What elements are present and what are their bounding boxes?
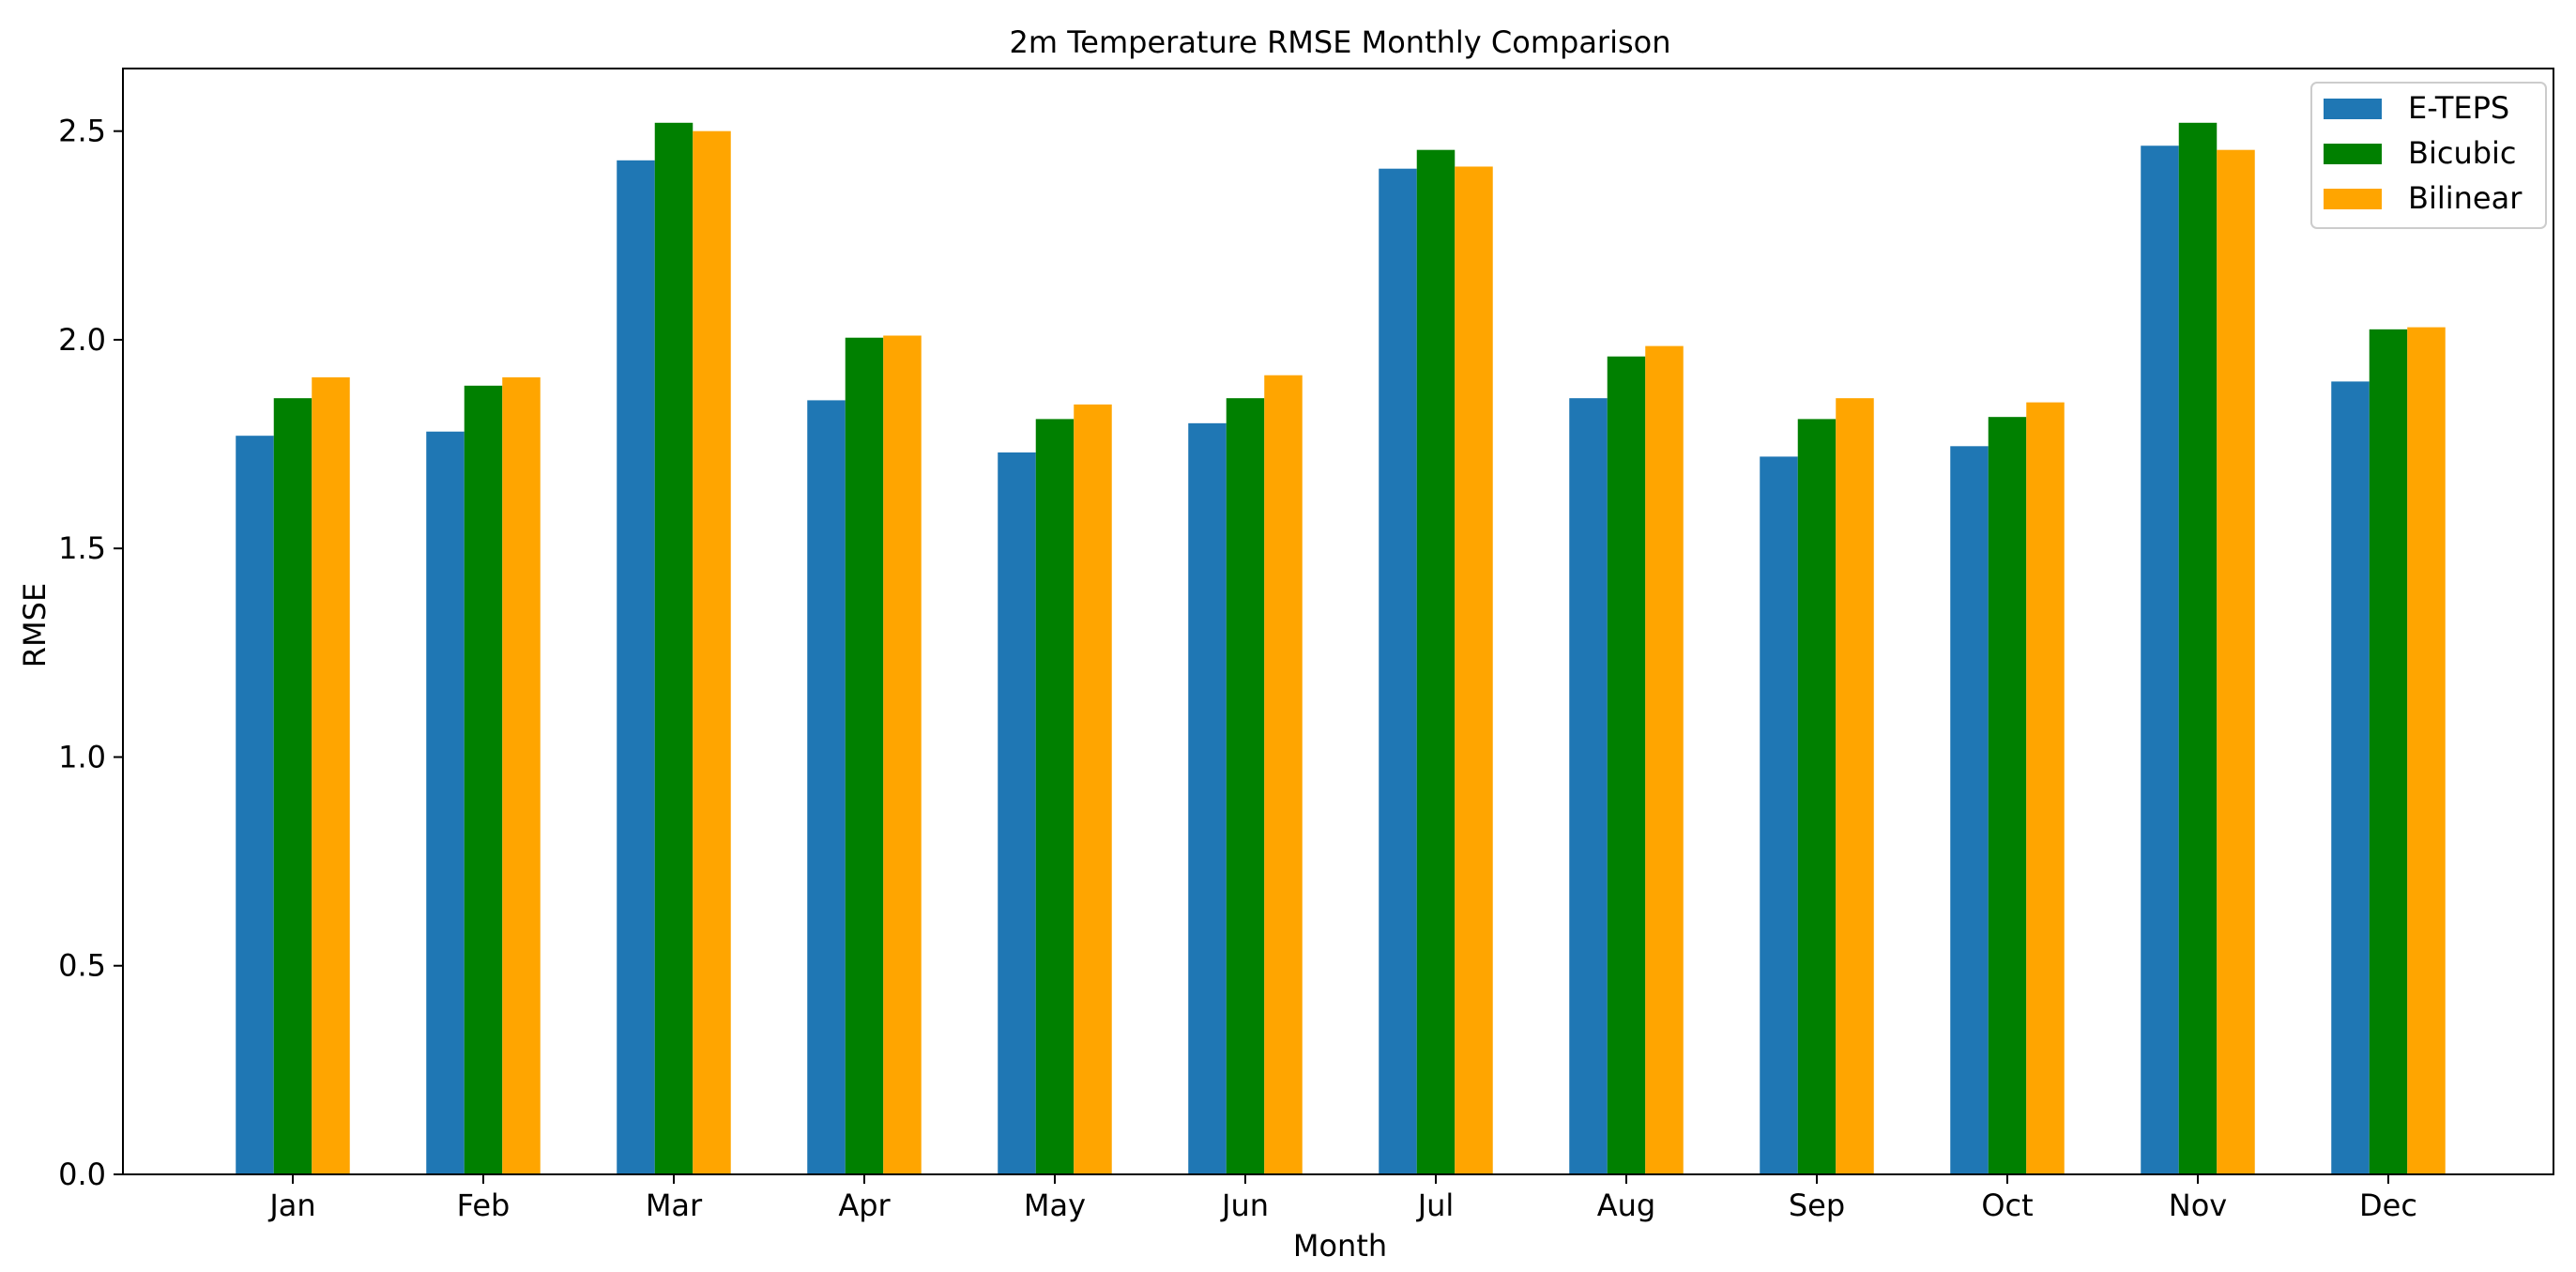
bar-bilinear-mar [693, 130, 731, 1175]
bar-bicubic-dec [2369, 329, 2408, 1175]
bar-bicubic-may [1035, 419, 1075, 1174]
legend-label-bilinear: Bilinear [2408, 180, 2523, 216]
legend-swatch-bilinear [2324, 189, 2382, 209]
bar-e-teps-feb [426, 431, 465, 1174]
bar-bicubic-jul [1416, 149, 1456, 1175]
bar-bilinear-oct [2026, 402, 2065, 1174]
x-tick-label-apr: Apr [838, 1188, 891, 1223]
bar-e-teps-jul [1379, 168, 1417, 1175]
legend-label-bicubic: Bicubic [2408, 135, 2517, 171]
bar-bilinear-feb [502, 376, 541, 1174]
bar-bilinear-jan [312, 376, 350, 1174]
bar-bicubic-feb [464, 385, 503, 1175]
legend: E-TEPS Bicubic Bilinear [2310, 82, 2547, 229]
y-tick-label: 1.0 [58, 739, 106, 774]
x-tick-label-aug: Aug [1597, 1188, 1655, 1223]
chart-title: 2m Temperature RMSE Monthly Comparison [1009, 24, 1670, 60]
bar-e-teps-nov [2141, 146, 2179, 1175]
bar-e-teps-oct [1950, 446, 1989, 1174]
bar-bicubic-sep [1797, 419, 1837, 1174]
y-tick-label: 0.0 [58, 1157, 106, 1192]
bar-e-teps-aug [1569, 398, 1608, 1174]
bar-bicubic-aug [1607, 356, 1646, 1175]
x-ticks-group: Jan Feb Mar Apr May Jun Jul Aug Sep Oct Nov Dec [267, 1174, 2417, 1223]
x-tick-label-oct: Oct [1981, 1188, 2033, 1223]
bar-e-teps-sep [1760, 456, 1798, 1174]
y-tick-label: 2.5 [58, 114, 106, 149]
bar-e-teps-mar [617, 160, 655, 1174]
bar-bilinear-nov [2217, 149, 2255, 1175]
bar-e-teps-may [998, 452, 1036, 1175]
bars-group [236, 122, 2446, 1175]
bar-e-teps-jan [236, 436, 274, 1174]
bar-bilinear-jun [1264, 375, 1303, 1175]
bar-bilinear-dec [2407, 327, 2446, 1174]
y-axis-label: RMSE [17, 583, 53, 667]
x-tick-label-sep: Sep [1789, 1188, 1845, 1223]
bar-bicubic-oct [1988, 417, 2027, 1174]
plot-frame [122, 68, 2554, 1175]
bar-bicubic-apr [845, 337, 884, 1175]
bar-bicubic-nov [2178, 122, 2218, 1174]
y-tick-label: 0.5 [58, 948, 106, 984]
bar-bilinear-apr [883, 335, 922, 1174]
y-tick-label: 2.0 [58, 322, 106, 358]
bar-e-teps-apr [807, 400, 846, 1174]
x-tick-label-may: May [1024, 1188, 1086, 1223]
x-axis-label: Month [1293, 1228, 1387, 1264]
bar-bilinear-may [1074, 404, 1112, 1175]
bar-bilinear-aug [1645, 345, 1684, 1174]
legend-swatch-e-teps [2324, 99, 2382, 119]
bar-bicubic-jan [273, 398, 312, 1174]
legend-swatch-bicubic [2324, 144, 2382, 164]
bar-bilinear-sep [1836, 398, 1874, 1174]
y-ticks-group: 0.0 0.5 1.0 1.5 2.0 2.5 [58, 114, 123, 1192]
x-tick-label-dec: Dec [2359, 1188, 2417, 1223]
bar-bicubic-mar [654, 122, 694, 1174]
x-tick-label-feb: Feb [457, 1188, 511, 1223]
legend-label-e-teps: E-TEPS [2408, 90, 2509, 126]
bar-bilinear-jul [1455, 166, 1493, 1175]
x-tick-label-jun: Jun [1220, 1188, 1269, 1223]
bar-bicubic-jun [1226, 398, 1265, 1174]
y-tick-label: 1.5 [58, 530, 106, 566]
x-tick-label-jul: Jul [1416, 1188, 1455, 1223]
x-tick-label-jan: Jan [267, 1188, 315, 1223]
bar-e-teps-jun [1188, 422, 1227, 1175]
bar-e-teps-dec [2331, 381, 2370, 1174]
x-tick-label-mar: Mar [646, 1188, 703, 1223]
x-tick-label-nov: Nov [2169, 1188, 2227, 1223]
